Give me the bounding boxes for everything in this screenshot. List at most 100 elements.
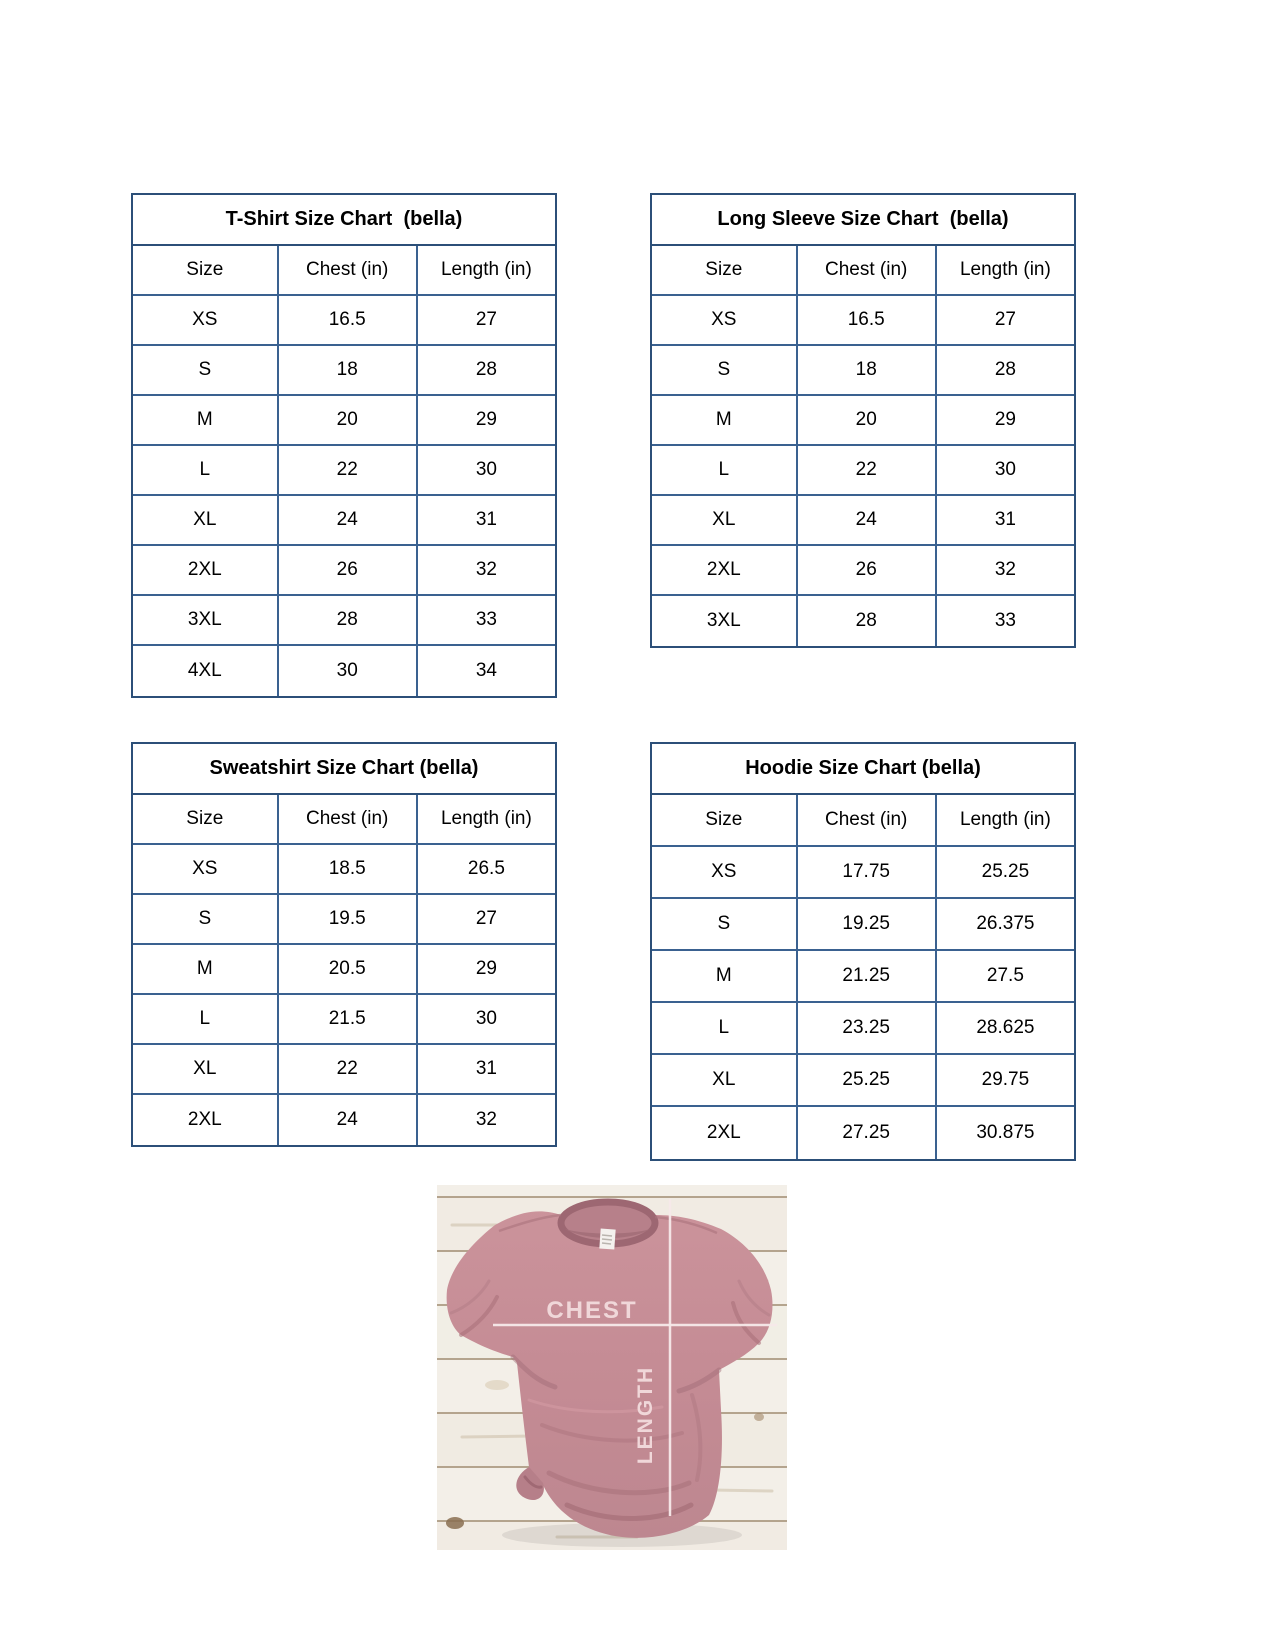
chest-cell: 28 [798, 596, 937, 646]
chest-cell: 18 [798, 346, 937, 394]
chest-cell: 18 [279, 346, 418, 394]
length-cell: 28 [475, 359, 497, 380]
size-cell: XS [133, 296, 279, 344]
size-cell: 3XL [652, 596, 798, 646]
neck-tag [599, 1228, 616, 1250]
table-row: M 20 29 [652, 396, 1074, 446]
chest-cell: 19.5 [279, 895, 418, 943]
table-row: XL 24 31 [133, 496, 555, 546]
chest-cell: 26 [279, 546, 418, 594]
chest-cell: 27.25 [798, 1107, 937, 1159]
length-cell: 26.375 [976, 913, 1035, 934]
chest-cell: 16.5 [798, 296, 937, 344]
chest-label: CHEST [546, 1297, 637, 1324]
size-cell: L [133, 446, 279, 494]
table-header-row: Size Chest (in) Length (in) [652, 795, 1074, 847]
length-cell: 28 [994, 359, 1016, 380]
hoodie-size-table: Hoodie Size Chart (bella) Size Chest (in)… [650, 742, 1076, 1161]
size-cell: M [652, 396, 798, 444]
length-cell: 25.25 [981, 861, 1030, 882]
size-cell: 2XL [133, 546, 279, 594]
length-cell: 31 [475, 509, 497, 530]
length-cell: 30 [475, 1008, 497, 1029]
size-cell: 4XL [133, 646, 279, 696]
length-cell: 29.75 [981, 1069, 1030, 1090]
chest-cell: 24 [279, 496, 418, 544]
chest-cell: 24 [279, 1095, 418, 1145]
table-title: T-Shirt Size Chart (bella) [133, 195, 555, 246]
size-cell: 3XL [133, 596, 279, 644]
table-row: L 22 30 [133, 446, 555, 496]
size-cell: S [652, 346, 798, 394]
length-cell: 32 [475, 559, 497, 580]
table-row: M 20 29 [133, 396, 555, 446]
table-body: XS 17.75 25.25 S 19.25 26.375 M 21.25 27.5 L 23.25… [652, 847, 1074, 1159]
chest-cell: 24 [798, 496, 937, 544]
length-cell: 26.5 [467, 858, 505, 879]
measurement-overlay: CHEST LENGTH [493, 1199, 777, 1516]
tshirt-graphic [446, 1198, 773, 1547]
table-row: L 21.5 30 [133, 995, 555, 1045]
header-cell: Length (in) [959, 809, 1051, 830]
chest-cell: 21.25 [798, 951, 937, 1001]
chest-cell: 17.75 [798, 847, 937, 897]
length-cell: 27.5 [986, 965, 1024, 986]
table-row: S 19.5 27 [133, 895, 555, 945]
table-row: XL 24 31 [652, 496, 1074, 546]
chest-cell: 21.5 [279, 995, 418, 1043]
length-cell: 28.625 [976, 1017, 1035, 1038]
length-cell: 33 [994, 610, 1016, 631]
length-cell: 27 [475, 309, 497, 330]
size-cell: M [133, 396, 279, 444]
length-cell: 32 [475, 1109, 497, 1130]
header-cell: Length (in) [440, 259, 532, 280]
table-header-row: Size Chest (in) Length (in) [133, 246, 555, 296]
chest-cell: 22 [279, 446, 418, 494]
chest-cell: 30 [279, 646, 418, 696]
table-header-row: Size Chest (in) Length (in) [652, 246, 1074, 296]
header-cell: Size [133, 795, 279, 843]
table-row: 2XL 26 32 [652, 546, 1074, 596]
table-row: L 22 30 [652, 446, 1074, 496]
chest-cell: 25.25 [798, 1055, 937, 1105]
length-cell: 32 [994, 559, 1016, 580]
table-row: XL 22 31 [133, 1045, 555, 1095]
chest-cell: 16.5 [279, 296, 418, 344]
chest-cell: 23.25 [798, 1003, 937, 1053]
tshirt-size-table: T-Shirt Size Chart (bella) Size Chest (in… [131, 193, 557, 698]
size-cell: XL [652, 496, 798, 544]
length-cell: 27 [475, 908, 497, 929]
length-cell: 33 [475, 609, 497, 630]
table-row: M 21.25 27.5 [652, 951, 1074, 1003]
size-cell: 2XL [652, 1107, 798, 1159]
length-cell: 27 [994, 309, 1016, 330]
size-cell: XL [133, 496, 279, 544]
table-row: 2XL 27.25 30.875 [652, 1107, 1074, 1159]
table-row: 3XL 28 33 [133, 596, 555, 646]
length-cell: 31 [994, 509, 1016, 530]
table-row: XS 17.75 25.25 [652, 847, 1074, 899]
length-cell: 34 [475, 660, 497, 681]
length-cell: 29 [994, 409, 1016, 430]
size-cell: L [133, 995, 279, 1043]
table-title: Long Sleeve Size Chart (bella) [652, 195, 1074, 246]
table-row: 2XL 24 32 [133, 1095, 555, 1145]
chest-cell: 22 [798, 446, 937, 494]
header-cell: Size [652, 246, 798, 294]
chest-cell: 28 [279, 596, 418, 644]
table-row: XS 16.5 27 [652, 296, 1074, 346]
table-row: XS 18.5 26.5 [133, 845, 555, 895]
size-cell: M [652, 951, 798, 1001]
shirt-measurement-photo: CHEST LENGTH [437, 1185, 787, 1550]
header-cell: Chest (in) [279, 795, 418, 843]
table-row: 3XL 28 33 [652, 596, 1074, 646]
table-row: S 18 28 [133, 346, 555, 396]
chest-cell: 20 [279, 396, 418, 444]
length-cell: 29 [475, 409, 497, 430]
length-cell: 30.875 [976, 1122, 1035, 1143]
table-row: L 23.25 28.625 [652, 1003, 1074, 1055]
table-body: XS 16.5 27 S 18 28 M 20 29 L 22 30 XL 24 31 2XL 26 32 3XL 2… [133, 296, 555, 696]
table-title: Hoodie Size Chart (bella) [652, 744, 1074, 795]
size-cell: XS [652, 296, 798, 344]
